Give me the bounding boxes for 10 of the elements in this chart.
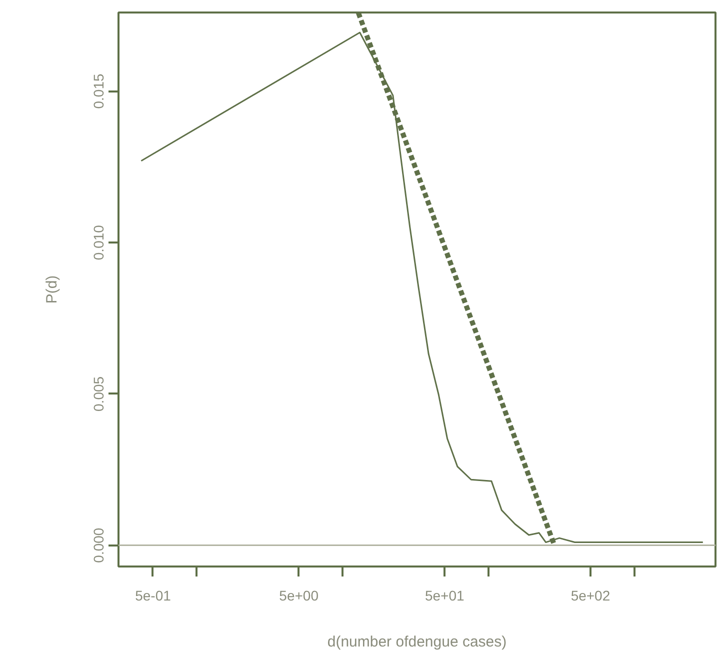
y-tick-label: 0.000 bbox=[90, 528, 106, 563]
y-tick-label: 0.015 bbox=[90, 73, 106, 109]
y-axis-title: P(d) bbox=[44, 275, 60, 304]
y-tick-label: 0.005 bbox=[90, 376, 106, 412]
x-tick-label: 5e-01 bbox=[135, 588, 172, 604]
x-axis-title: d(number ofdengue cases) bbox=[327, 634, 507, 650]
x-tick-label: 5e+02 bbox=[570, 588, 610, 604]
y-tick-label: 0.010 bbox=[90, 224, 106, 260]
x-tick-label: 5e+01 bbox=[424, 588, 465, 604]
x-tick-label: 5e+00 bbox=[279, 588, 319, 604]
